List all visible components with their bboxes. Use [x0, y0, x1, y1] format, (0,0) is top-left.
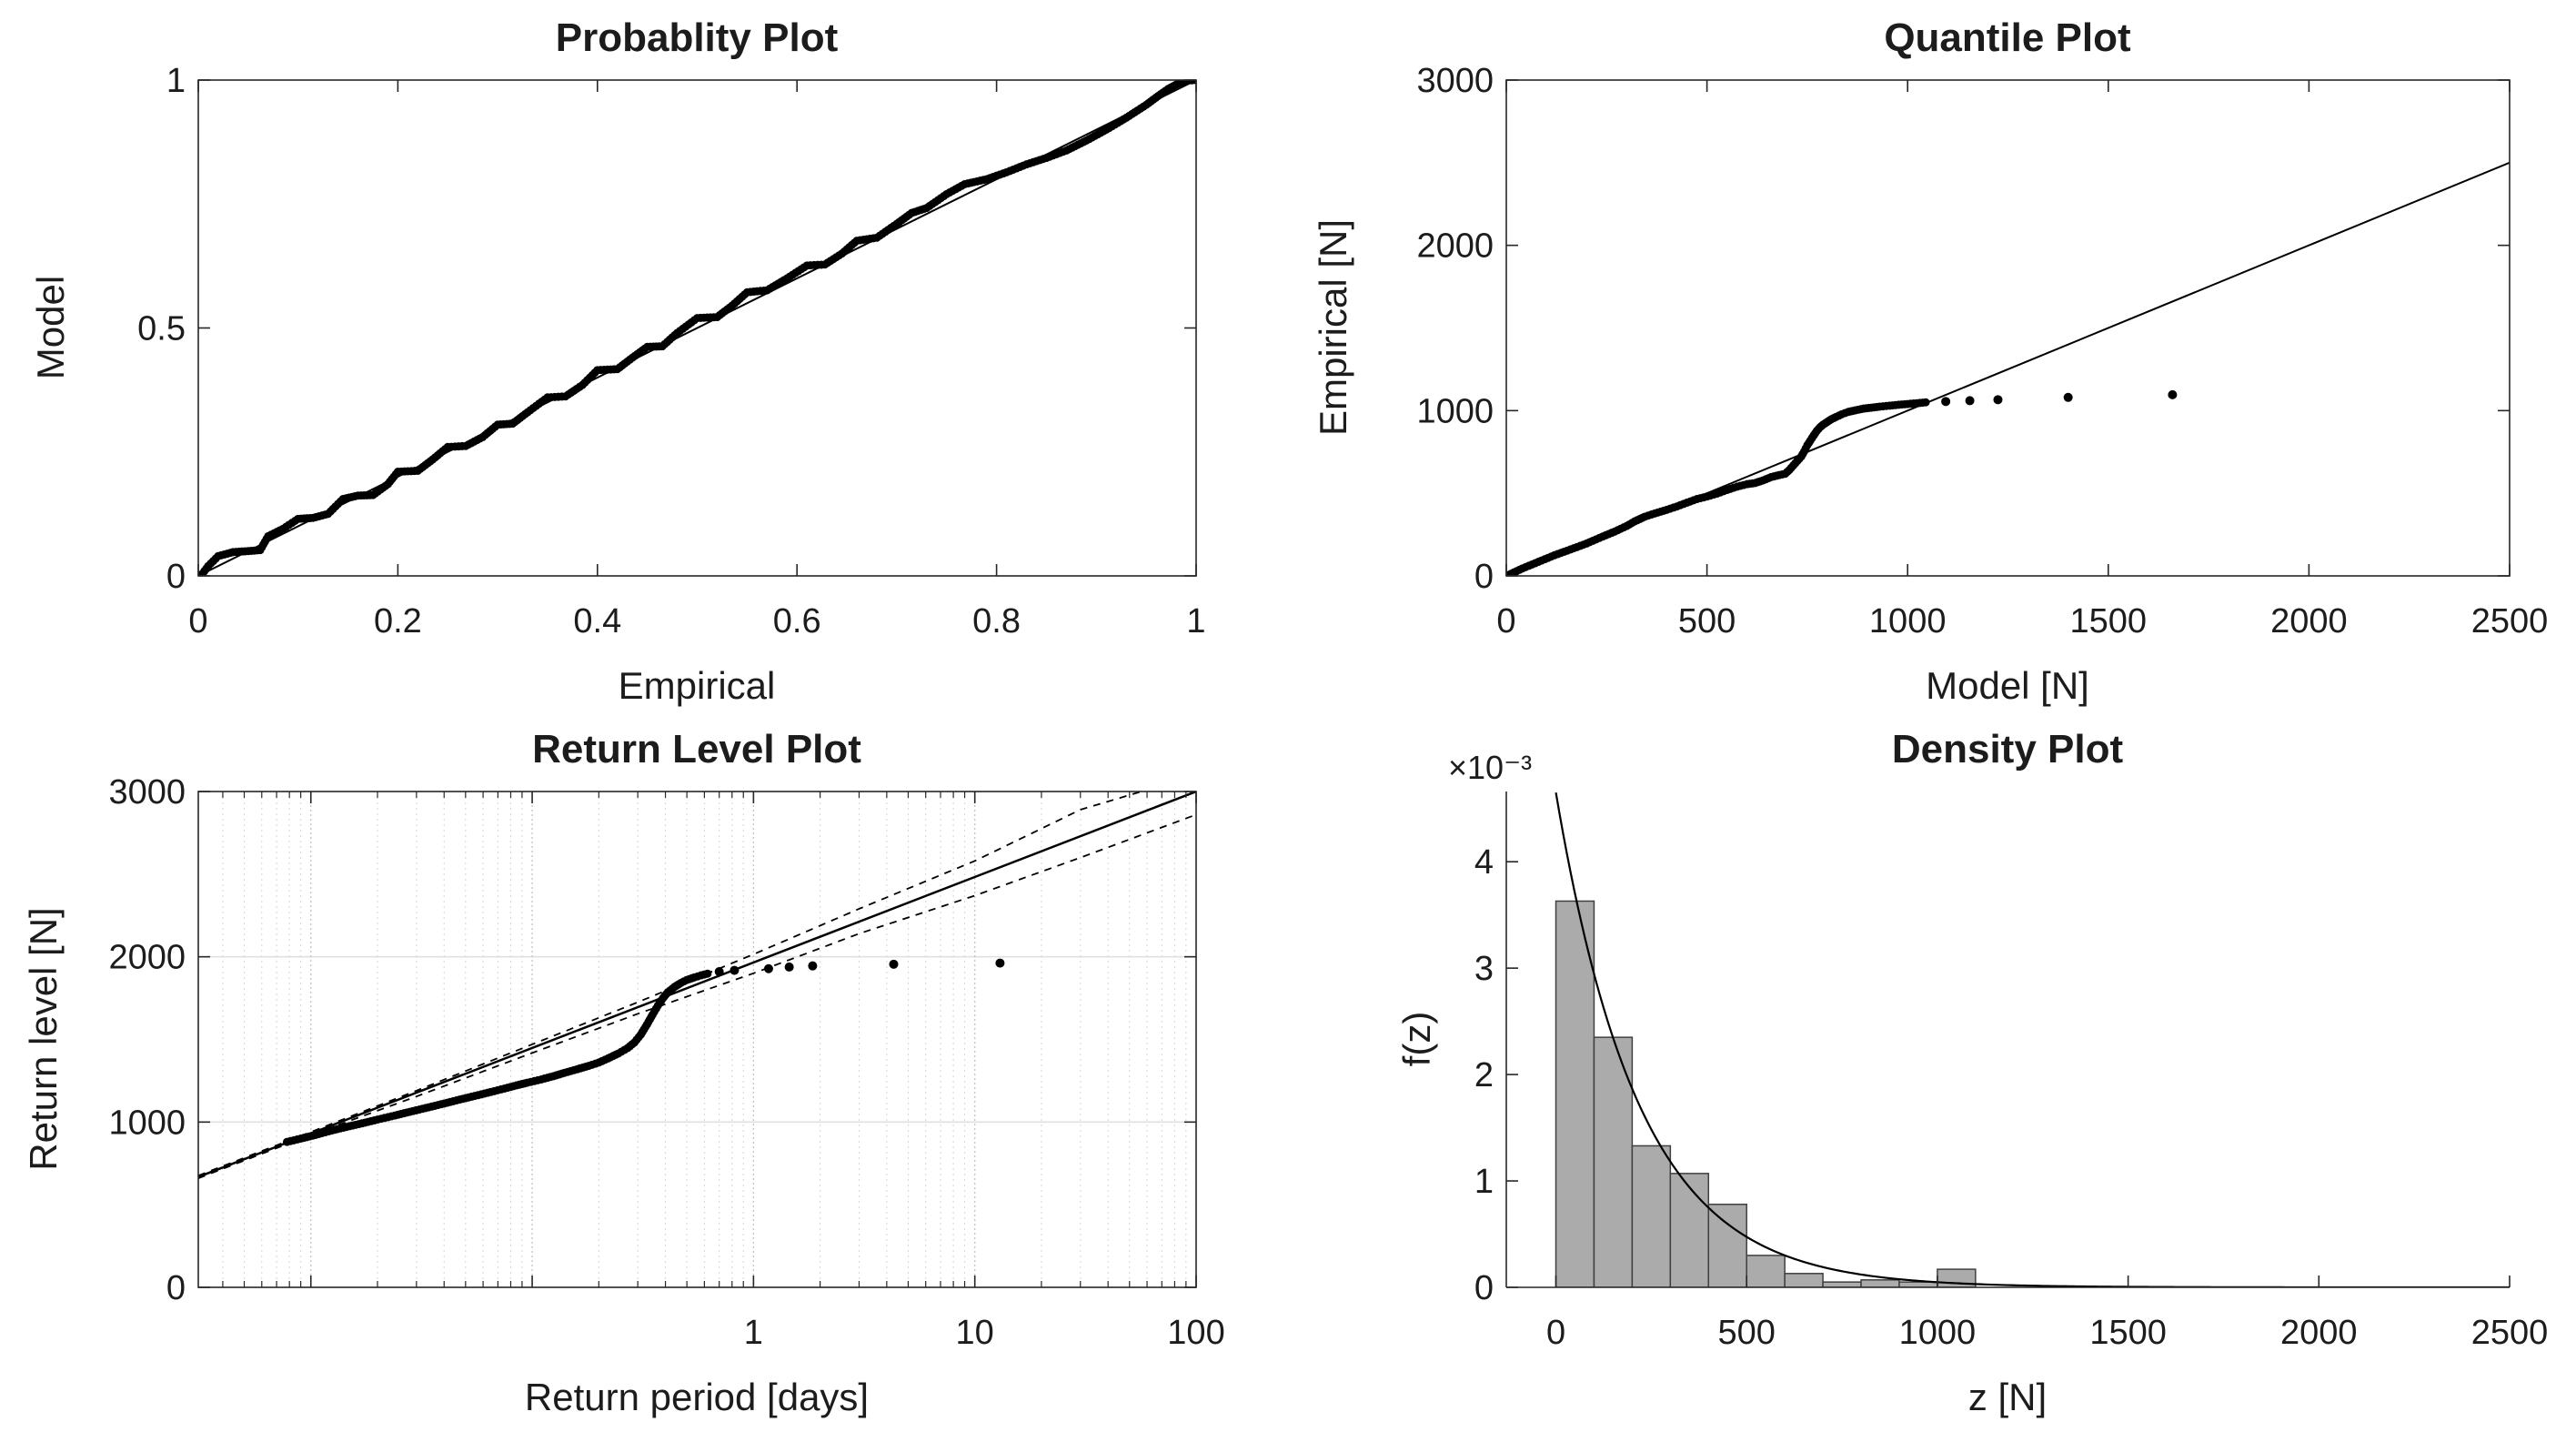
series-data: [1506, 161, 2510, 576]
y-tick-label: 1000: [1416, 392, 1494, 430]
probability-plot-panel: Probablity Plot Empirical Model 0 0.2 0.4 0…: [29, 15, 1206, 707]
y-tick-label: 2000: [108, 939, 186, 977]
y-tick-label: 2000: [1416, 227, 1494, 266]
y-tick-label: 1: [166, 62, 186, 100]
x-tick-label: 10: [956, 1314, 994, 1352]
x-tick-label: 1000: [1869, 602, 1947, 640]
quantile-plot-title: Quantile Plot: [1884, 15, 2131, 60]
x-tick-label: 0.4: [573, 602, 621, 640]
series-data: [198, 792, 1196, 1179]
return-level-plot-title: Return Level Plot: [532, 727, 861, 771]
x-tick-label: 1500: [2089, 1314, 2167, 1352]
x-tick-label: 500: [1718, 1314, 1776, 1352]
x-tick-label: 1000: [1899, 1314, 1977, 1352]
x-tick-label: 1500: [2070, 602, 2148, 640]
y-tick-label: 2: [1474, 1056, 1494, 1094]
tick-marks: 0 0.2 0.4 0.6 0.8 1 0 0.5 1: [137, 62, 1205, 640]
y-tick-label: 0: [1474, 1269, 1494, 1307]
density-plot-title: Density Plot: [1892, 727, 2124, 771]
y-tick-label: 1: [1474, 1163, 1494, 1201]
probability-y-axis-label: Model: [29, 276, 72, 379]
y-tick-label: 3000: [1416, 62, 1494, 100]
grid-lines: [198, 792, 1196, 1287]
density-y-axis-label: f(z): [1395, 1012, 1438, 1067]
axes-frame: [197, 791, 1197, 1288]
x-tick-label: 100: [1167, 1314, 1224, 1352]
y-tick-label: 4: [1474, 843, 1494, 882]
x-tick-label: 1: [744, 1314, 763, 1352]
quantile-plot-panel: Quantile Plot Model [N] Empirical [N] 0 5…: [1312, 15, 2548, 707]
y-tick-label: 0: [166, 558, 186, 596]
x-tick-label: 0.8: [972, 602, 1021, 640]
tick-marks: 0 500 1000 1500 2000 2500 0 1000 2000 3000: [1416, 62, 2548, 640]
x-tick-label: 0.2: [374, 602, 422, 640]
y-tick-label: 0.5: [137, 310, 186, 348]
axes-frame: [1505, 792, 2510, 1288]
y-tick-label: 3000: [108, 773, 186, 812]
y-tick-label: 1000: [108, 1104, 186, 1142]
return-level-y-axis-label: Return level [N]: [22, 907, 65, 1170]
quantile-x-axis-label: Model [N]: [1926, 664, 2089, 707]
series-data: [1555, 792, 2510, 1287]
x-tick-label: 2500: [2471, 602, 2549, 640]
quantile-y-axis-label: Empirical [N]: [1312, 219, 1354, 436]
axes-frame: [1505, 79, 2511, 577]
y-tick-label: 0: [1474, 558, 1494, 596]
return-level-plot-panel: Return Level Plot Return period [days] R…: [22, 727, 1225, 1418]
x-tick-label: 2000: [2280, 1314, 2358, 1352]
probability-plot-title: Probablity Plot: [556, 15, 839, 60]
y-tick-label: 3: [1474, 950, 1494, 988]
x-tick-label: 500: [1678, 602, 1736, 640]
x-tick-label: 0: [188, 602, 207, 640]
x-tick-label: 2000: [2270, 602, 2348, 640]
x-tick-label: 0.6: [773, 602, 821, 640]
return-level-x-axis-label: Return period [days]: [525, 1376, 869, 1418]
tick-marks: 0 500 1000 1500 2000 2500 0 1 2 3 4: [1474, 843, 2548, 1352]
y-axis-exponent-label: ×10⁻³: [1448, 749, 1532, 786]
density-x-axis-label: z [N]: [1968, 1376, 2047, 1418]
x-tick-label: 0: [1496, 602, 1515, 640]
density-plot-panel: Density Plot z [N] f(z) ×10⁻³ 0 500 1000 15…: [1395, 727, 2548, 1418]
y-tick-label: 0: [166, 1269, 186, 1307]
series-data: [198, 80, 1196, 576]
x-tick-label: 0: [1546, 1314, 1565, 1352]
probability-x-axis-label: Empirical: [619, 664, 776, 707]
x-tick-label: 2500: [2471, 1314, 2549, 1352]
x-tick-label: 1: [1186, 602, 1205, 640]
